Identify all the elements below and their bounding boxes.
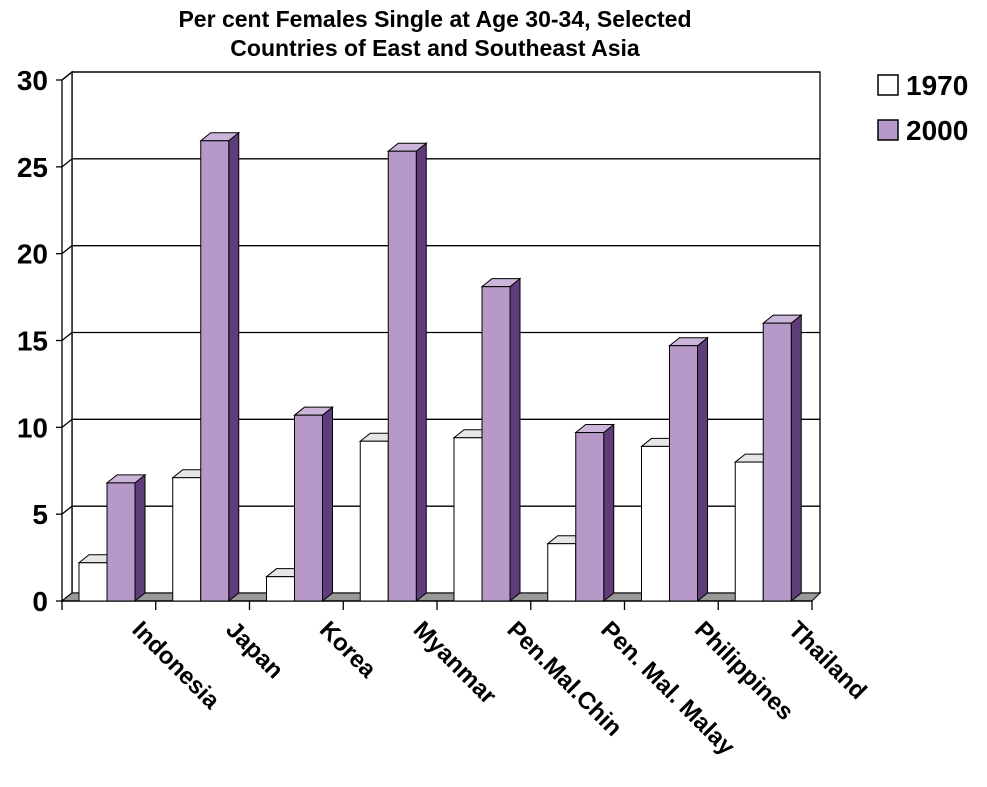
legend-label-1970: 1970 <box>906 70 968 101</box>
bar-front <box>734 461 764 602</box>
bar-front <box>669 345 698 602</box>
y-tick-label: 30 <box>17 65 48 96</box>
bar-front <box>762 322 792 602</box>
bar-side <box>322 406 333 603</box>
x-category-label: Indonesia <box>127 616 226 715</box>
bar-2000-myanmar <box>386 142 428 603</box>
bars <box>77 131 803 603</box>
bar-2000-philippines <box>668 336 709 603</box>
bar-2000-penmalchin <box>480 277 522 603</box>
bar-side <box>415 142 427 603</box>
bar-front <box>106 482 136 602</box>
y-tick-label: 20 <box>17 239 48 270</box>
chart-title-line-2: Countries of East and Southeast Asia <box>230 35 640 61</box>
legend-swatch-1970 <box>877 74 899 96</box>
y-tick-label: 5 <box>32 499 48 530</box>
bar-front <box>359 440 389 602</box>
x-category-label: Japan <box>220 616 288 684</box>
bar-side <box>697 336 708 603</box>
bar-front <box>172 477 202 602</box>
bar-front <box>266 576 295 602</box>
x-category-label: Myanmar <box>408 616 502 710</box>
gridline-side <box>61 158 73 168</box>
gridline-side <box>61 245 73 255</box>
legend-swatch-2000 <box>877 119 899 141</box>
y-tick-label: 10 <box>17 412 48 443</box>
bar-front <box>453 437 483 602</box>
legend-label-2000: 2000 <box>906 115 968 146</box>
x-category-label: Thailand <box>783 616 872 705</box>
bar-side <box>134 473 146 603</box>
bar-2000-korea <box>293 406 334 603</box>
bar-side <box>509 277 521 603</box>
gridline-side <box>61 71 73 81</box>
bar-2000-indonesia <box>105 473 147 603</box>
gridline-side <box>61 418 73 428</box>
bar-front <box>481 286 511 602</box>
bar-2000-thailand <box>761 314 803 603</box>
gridline-side <box>61 505 73 515</box>
bar-2000-penmalmalay <box>574 423 616 603</box>
bar-side <box>790 314 802 603</box>
chart-title: Per cent Females Single at Age 30-34, Se… <box>178 6 691 61</box>
bar-side <box>603 423 615 603</box>
bar-side <box>228 131 240 603</box>
chart-title-line-1: Per cent Females Single at Age 30-34, Se… <box>178 6 691 32</box>
bar-front <box>575 432 605 602</box>
bar-front <box>78 562 108 602</box>
y-tick-label: 0 <box>32 586 48 617</box>
bar-front <box>200 140 230 602</box>
bar-front <box>547 543 577 602</box>
bar-2000-japan <box>199 131 241 603</box>
bar-front <box>641 445 670 602</box>
y-tick-label: 15 <box>17 326 48 357</box>
gridline-side <box>61 331 73 342</box>
bar-front <box>294 414 323 602</box>
x-category-label: Korea <box>314 616 382 684</box>
y-tick-label: 25 <box>17 152 48 183</box>
legend: 1970 2000 <box>877 70 968 146</box>
bar-front <box>387 150 417 602</box>
